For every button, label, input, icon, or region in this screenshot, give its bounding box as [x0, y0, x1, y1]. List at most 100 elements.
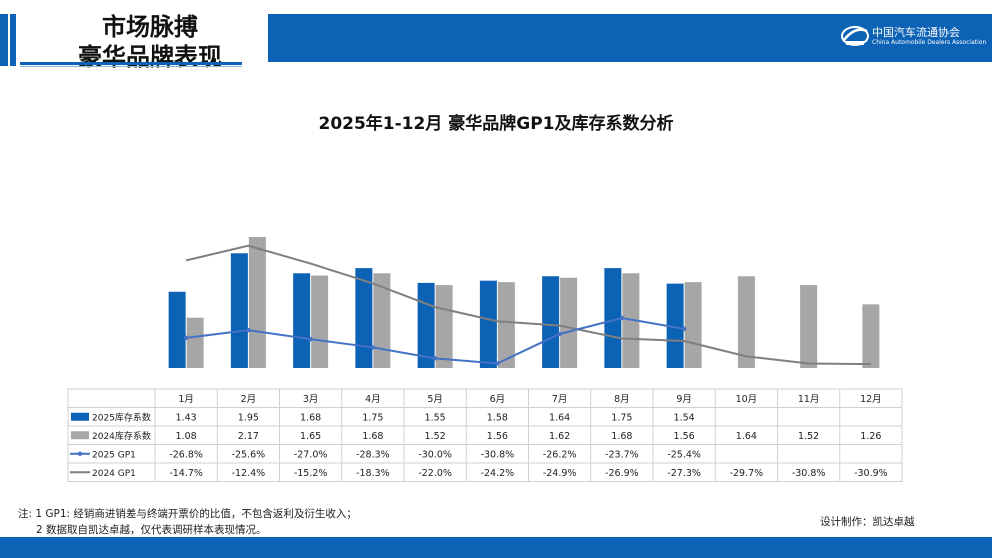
legend-2025-inventory-value-4: 1.75 — [362, 412, 383, 423]
legend-2025-inventory-value-7: 1.64 — [549, 412, 570, 423]
legend-2024-inventory-value-6: 1.56 — [487, 431, 508, 442]
bar-2025-1 — [168, 291, 186, 368]
legend-2025-gp1-value-5: -30.0% — [418, 449, 452, 460]
legend-2024-inventory-value-8: 1.68 — [611, 431, 632, 442]
line-2025-gp1-point-7 — [557, 331, 562, 337]
legend-2024-gp1-value-5: -22.0% — [418, 468, 452, 479]
legend-2024-inventory-value-11: 1.52 — [798, 431, 819, 442]
category-label-9: 9月 — [676, 394, 692, 405]
org-name-en: China Automobile Dealers Association — [872, 39, 987, 46]
title-underline — [20, 62, 242, 65]
bar-2025-9 — [666, 283, 684, 368]
legend-2024-gp1-value-12: -30.9% — [854, 468, 888, 479]
bar-2024-3 — [311, 275, 329, 368]
footnote-line2: 2 数据取自凯达卓越，仅代表调研样本表现情况。 — [36, 524, 267, 536]
legend-2024-inventory-value-1: 1.08 — [176, 431, 197, 442]
legend-2024-inventory-value-7: 1.62 — [549, 431, 570, 442]
legend-2024-gp1-value-4: -18.3% — [356, 468, 390, 479]
category-label-1: 1月 — [178, 394, 194, 405]
legend-2025-gp1-value-8: -23.7% — [605, 449, 639, 460]
title-underline-thin — [20, 66, 242, 67]
header-accent-bar — [0, 14, 8, 66]
legend-2024-inventory-value-4: 1.68 — [362, 431, 383, 442]
line-2025-gp1-point-6 — [495, 361, 500, 366]
legend-2025-gp1-key-marker — [77, 451, 83, 456]
bar-2024-4 — [373, 273, 391, 368]
legend-2025-inventory-label: 2025库存系数 — [92, 411, 151, 423]
legend-2024-gp1-value-6: -24.2% — [481, 468, 515, 479]
line-2025-gp1-point-5 — [432, 356, 438, 361]
legend-2024-inventory-value-9: 1.56 — [674, 431, 695, 442]
line-2025-gp1-point-8 — [619, 315, 625, 321]
design-credit: 设计制作：凯达卓越 — [820, 516, 915, 528]
category-label-2: 2月 — [241, 394, 257, 405]
header-accent-bar-2 — [10, 14, 16, 66]
org-logo: 中国汽车流通协会 China Automobile Dealers Associ… — [840, 22, 990, 52]
legend-2024-gp1-value-3: -15.2% — [294, 468, 328, 479]
category-label-11: 11月 — [798, 394, 820, 405]
legend-2024-gp1-label: 2024 GP1 — [92, 469, 136, 479]
footnote-line1: 注: 1 GP1: 经销商进销差与终端开票价的比值，不包含返利及衍生收入； — [18, 508, 357, 520]
line-2024-gp1 — [185, 244, 871, 366]
legend-2025-gp1-value-1: -26.8% — [169, 449, 203, 460]
legend-2024-gp1-value-7: -24.9% — [543, 468, 577, 479]
legend-2025-inventory-value-2: 1.95 — [238, 412, 259, 423]
legend-2024-inventory-value-10: 1.64 — [736, 431, 757, 442]
legend-2025-gp1-value-4: -28.3% — [356, 449, 390, 460]
legend-2025-inventory-value-6: 1.58 — [487, 412, 508, 423]
bar-2025-5 — [417, 282, 435, 368]
legend-2025-inventory-value-9: 1.54 — [674, 412, 695, 423]
bar-2025-6 — [479, 280, 497, 368]
bar-2024-11 — [800, 285, 818, 368]
legend-2025-gp1-value-6: -30.8% — [481, 449, 515, 460]
category-label-12: 12月 — [860, 394, 882, 405]
line-2025-gp1-point-4 — [370, 345, 376, 350]
legend-2025-gp1-label: 2025 GP1 — [92, 450, 136, 460]
legend-2025-inventory-key — [71, 412, 89, 421]
legend-2025-inventory-value-1: 1.43 — [176, 412, 197, 423]
legend-2024-gp1-value-11: -30.8% — [792, 468, 826, 479]
chart-area: 1月 2月 3月 4月 5月 6月 7月 8月 9月 10月 11月 12月 2025库存系数 1.43 1… — [67, 237, 903, 482]
legend-2024-inventory-key — [71, 431, 89, 440]
category-label-8: 8月 — [614, 394, 630, 405]
header-banner — [268, 14, 992, 62]
line-2025-gp1-point-9 — [681, 326, 687, 332]
legend-2025-inventory-value-3: 1.68 — [300, 412, 321, 423]
category-label-7: 7月 — [552, 394, 568, 405]
category-label-5: 5月 — [427, 394, 443, 405]
category-label-4: 4月 — [365, 394, 381, 405]
bar-2024-7 — [560, 277, 578, 368]
bar-2025-8 — [604, 268, 622, 368]
legend-2024-inventory-label: 2024库存系数 — [92, 430, 151, 442]
footnote: 注: 1 GP1: 经销商进销差与终端开票价的比值，不包含返利及衍生收入； 2 … — [18, 506, 357, 538]
chart-title: 2025年1-12月 豪华品牌GP1及库存系数分析 — [318, 114, 674, 134]
category-label-6: 6月 — [490, 394, 506, 405]
bar-2025-7 — [542, 276, 560, 368]
bar-2025-4 — [355, 268, 373, 368]
category-label-10: 10月 — [736, 394, 758, 405]
bar-2024-6 — [497, 282, 515, 368]
bar-2024-5 — [435, 285, 453, 368]
line-2025-gp1-point-2 — [246, 327, 251, 333]
category-label-3: 3月 — [303, 394, 319, 405]
bar-2024-12 — [862, 304, 880, 368]
org-emblem-icon — [841, 26, 869, 46]
page-title-line1: 市场脉搏 — [102, 13, 198, 41]
org-name: 中国汽车流通协会 — [872, 26, 960, 39]
bar-2024-8 — [622, 273, 640, 368]
legend-2024-inventory-value-3: 1.65 — [300, 431, 321, 442]
legend-2024-inventory-value-2: 2.17 — [238, 431, 259, 442]
bar-2024-10 — [737, 276, 755, 368]
legend-2024-inventory-value-12: 1.26 — [860, 431, 881, 442]
legend-2024-inventory-value-5: 1.52 — [425, 431, 446, 442]
line-2025-gp1-point-1 — [183, 335, 189, 341]
legend-2024-gp1-value-10: -29.7% — [730, 468, 764, 479]
bar-2025-2 — [230, 253, 248, 368]
legend-2024-gp1-value-9: -27.3% — [667, 468, 701, 479]
legend-2025-gp1-value-7: -26.2% — [543, 449, 577, 460]
bar-2024-9 — [684, 282, 702, 368]
legend-2025-gp1-value-9: -25.4% — [667, 449, 701, 460]
bar-2024-1 — [186, 317, 204, 368]
legend-2025-inventory-value-8: 1.75 — [611, 412, 632, 423]
line-2025-gp1-point-3 — [308, 336, 313, 342]
